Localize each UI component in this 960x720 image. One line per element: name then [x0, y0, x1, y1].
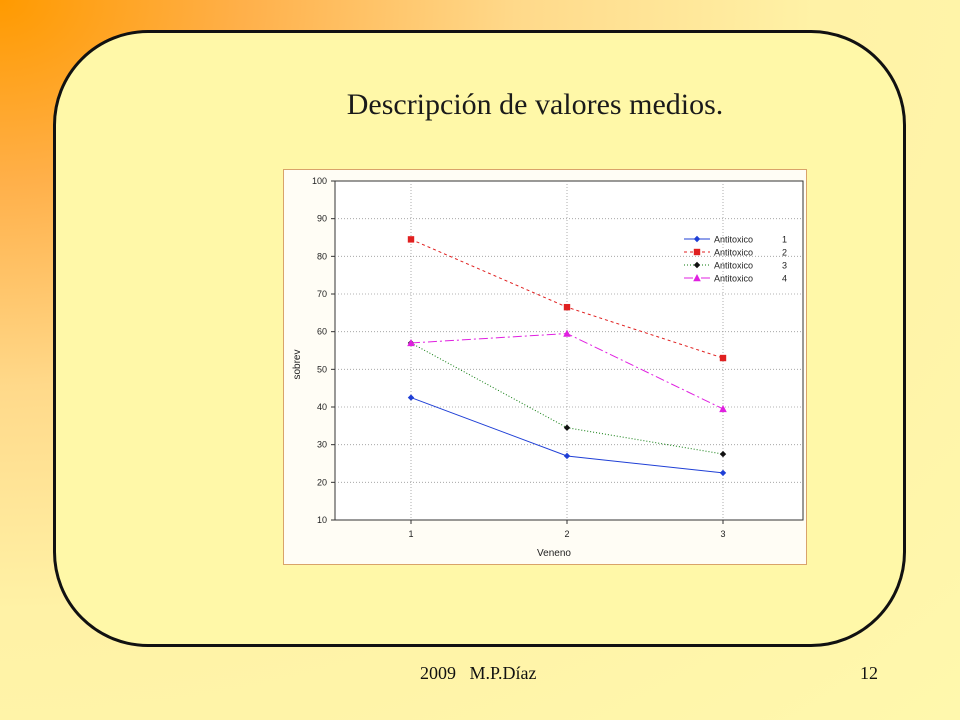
legend-marker [693, 248, 701, 256]
y-tick-label: 10 [317, 515, 327, 525]
y-tick-label: 80 [317, 251, 327, 261]
data-point-4 [719, 404, 727, 413]
line-chart: 10 20 30 40 50 60 70 80 90 100 1 2 3 Veneno sobrev Anti… [292, 176, 804, 559]
y-tick-label: 30 [317, 440, 327, 450]
data-point-2 [407, 236, 415, 243]
legend-level: 3 [782, 261, 787, 271]
footer-author: 2009 M.P.Díaz [420, 663, 537, 683]
data-point-3 [563, 424, 571, 431]
data-point-4 [407, 338, 415, 347]
legend-marker [693, 261, 701, 269]
legend-level: 2 [782, 248, 787, 258]
legend-marker [693, 274, 701, 282]
legend-marker [693, 235, 701, 243]
data-point-1 [563, 452, 571, 460]
data-point-1 [719, 469, 727, 477]
data-point-2 [719, 354, 727, 362]
y-tick-label: 20 [317, 477, 327, 487]
y-tick-label: 60 [317, 327, 327, 337]
y-tick-label: 100 [312, 176, 327, 186]
x-tick-label: 3 [720, 529, 725, 539]
y-tick-label: 70 [317, 289, 327, 299]
page-number: 12 [860, 663, 878, 683]
y-tick-label: 90 [317, 214, 327, 224]
slide-title: Descripción de valores medios. [346, 88, 724, 121]
legend-label: Antitoxico [714, 274, 753, 284]
data-point-1 [407, 394, 415, 401]
y-tick-label: 40 [317, 402, 327, 412]
legend-label: Antitoxico [714, 235, 753, 245]
legend-label: Antitoxico [714, 261, 753, 271]
y-tick-label: 50 [317, 364, 327, 374]
data-point-4 [563, 329, 571, 337]
chart-panel: 10 20 30 40 50 60 70 80 90 100 1 2 3 Veneno sobrev Anti… [283, 169, 807, 565]
x-tick-label: 1 [408, 529, 413, 539]
data-point-2 [563, 303, 571, 311]
y-axis-label: sobrev [292, 349, 303, 379]
plot-area [334, 180, 804, 521]
x-axis-label: Veneno [537, 548, 571, 559]
legend-level: 1 [782, 235, 787, 245]
legend-level: 4 [782, 274, 787, 284]
x-tick-label: 2 [564, 529, 569, 539]
data-point-3 [719, 450, 727, 458]
legend-label: Antitoxico [714, 248, 753, 258]
